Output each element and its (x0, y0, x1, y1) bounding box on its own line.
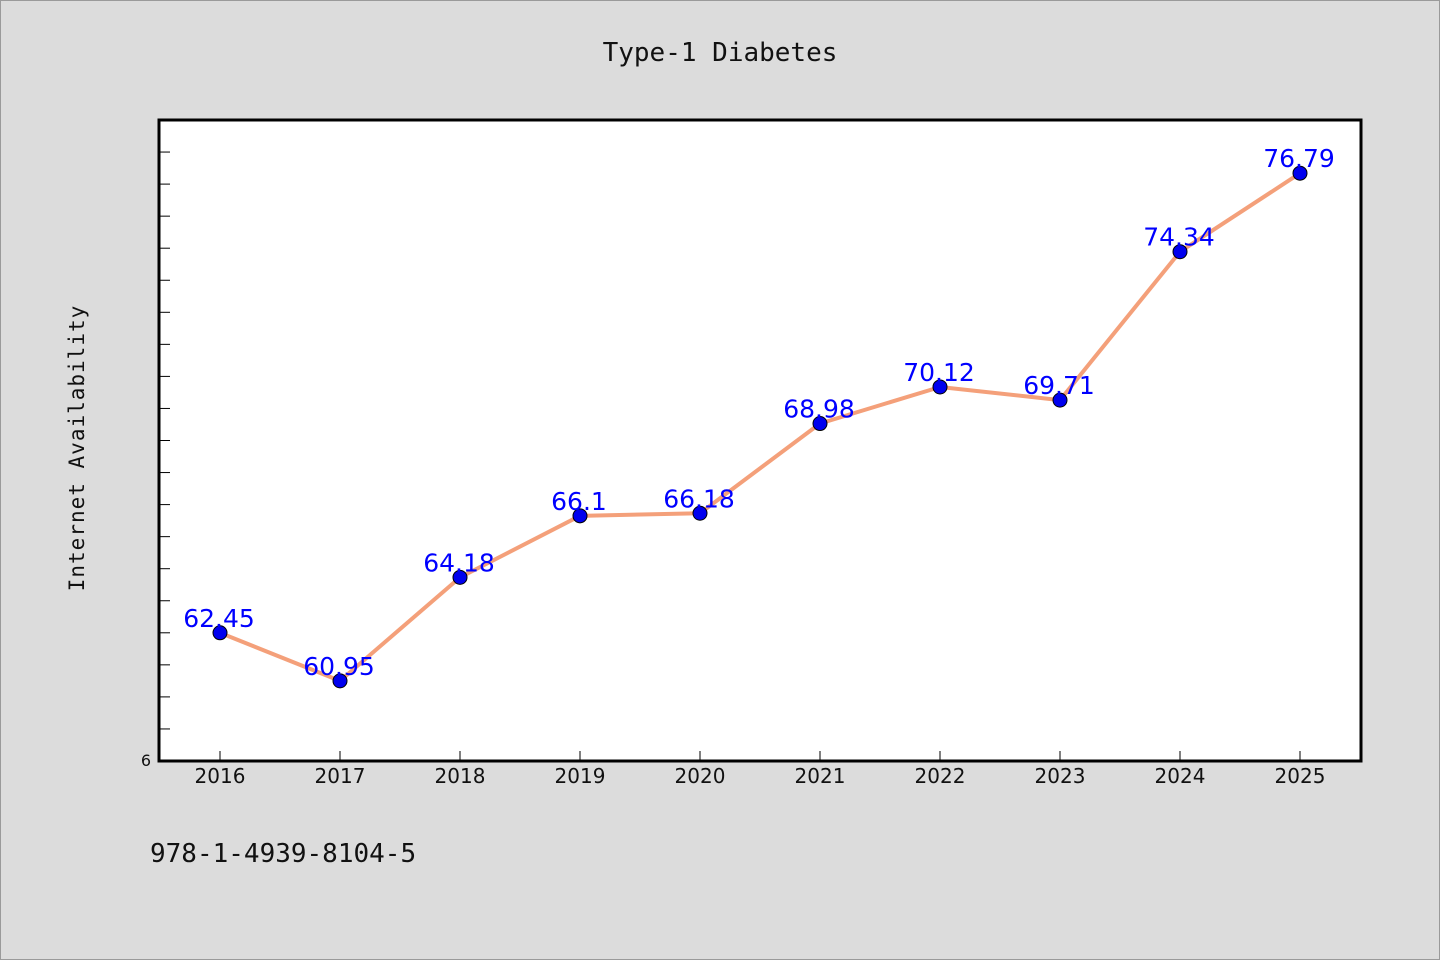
data-label: 64.18 (423, 548, 495, 577)
data-point (452, 569, 468, 585)
x-ticks: 2016 2017 2018 2019 2020 2021 2022 2023 2024 2025 (195, 751, 1326, 788)
data-point (932, 379, 948, 395)
data-point (572, 508, 588, 524)
data-point (692, 505, 708, 521)
y-tick-label: 6 (141, 751, 151, 770)
x-tick-label: 2021 (795, 764, 846, 788)
data-label: 70.12 (903, 358, 975, 387)
isbn-footer: 978-1-4939-8104-5 (150, 839, 416, 869)
x-tick-label: 2025 (1275, 764, 1326, 788)
data-point (332, 673, 348, 689)
data-label: 62.45 (183, 604, 255, 633)
chart-title: Type-1 Diabetes (603, 38, 838, 68)
data-label: 66.1 (551, 487, 607, 516)
x-tick-label: 2017 (315, 764, 366, 788)
plot-area (159, 120, 1361, 761)
data-point (812, 416, 828, 432)
data-point (1172, 244, 1188, 260)
series-line (219, 171, 1302, 683)
data-label: 76.79 (1263, 144, 1335, 173)
x-tick-label: 2024 (1155, 764, 1206, 788)
data-label: 68.98 (783, 395, 855, 424)
x-tick-label: 2016 (195, 764, 246, 788)
y-ticks (159, 151, 170, 730)
data-label: 69.71 (1023, 371, 1095, 400)
plot-border (157, 118, 1363, 763)
data-label: 66.18 (663, 484, 735, 513)
x-tick-label: 2019 (555, 764, 606, 788)
data-point (1292, 165, 1308, 181)
x-tick-label: 2022 (915, 764, 966, 788)
data-label: 60.95 (303, 652, 375, 681)
x-tick-label: 2018 (435, 764, 486, 788)
x-tick-label: 2020 (675, 764, 726, 788)
y-axis-label: Internet Availability (65, 305, 89, 592)
series-markers (212, 165, 1308, 689)
x-tick-label: 2023 (1035, 764, 1086, 788)
data-label: 74.34 (1143, 223, 1215, 252)
data-point (212, 625, 228, 641)
data-labels: 62.45 60.95 64.18 66.1 66.18 68.98 70.12 69.71 7… (183, 144, 1335, 681)
data-point (1052, 392, 1068, 408)
